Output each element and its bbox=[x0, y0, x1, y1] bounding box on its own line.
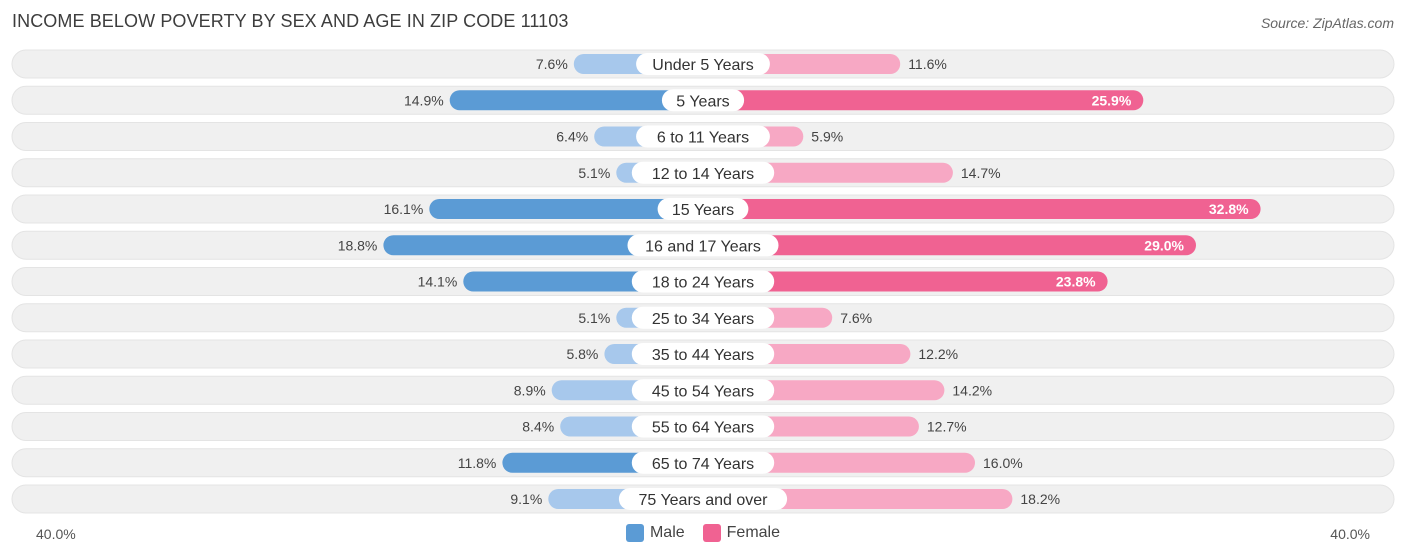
category-label-pill bbox=[631, 306, 775, 329]
category-label-pill bbox=[631, 161, 775, 184]
male-value-label: 18.8% bbox=[338, 237, 378, 253]
female-value-label: 18.2% bbox=[1020, 491, 1060, 507]
female-value-label: 14.2% bbox=[952, 382, 992, 398]
legend-item-female[interactable]: Female bbox=[702, 524, 781, 542]
category-label-pill bbox=[631, 343, 775, 365]
female-swatch bbox=[702, 524, 721, 542]
female-bar bbox=[703, 271, 1108, 292]
legend-female-label: Female bbox=[726, 524, 781, 541]
female-value-label: 25.9% bbox=[1092, 92, 1132, 108]
male-value-label: 8.9% bbox=[514, 382, 546, 398]
category-label: 15 Years bbox=[672, 202, 734, 219]
male-value-label: 14.9% bbox=[404, 92, 444, 108]
category-label: 12 to 14 Years bbox=[652, 166, 754, 183]
male-value-label: 16.1% bbox=[384, 201, 424, 217]
female-value-label: 5.9% bbox=[811, 129, 843, 145]
category-label: 45 to 54 Years bbox=[652, 383, 754, 400]
female-value-label: 23.8% bbox=[1056, 274, 1096, 290]
male-value-label: 8.4% bbox=[522, 419, 554, 435]
female-bar bbox=[703, 235, 1196, 256]
axis-right-label: 40.0% bbox=[1330, 526, 1370, 542]
category-label: 55 to 64 Years bbox=[652, 420, 754, 437]
category-label: Under 5 Years bbox=[652, 57, 753, 74]
category-label: 75 Years and over bbox=[639, 492, 769, 509]
category-label: 5 Years bbox=[676, 93, 729, 110]
male-value-label: 11.8% bbox=[458, 455, 497, 471]
legend: Male Female bbox=[0, 524, 1406, 542]
category-label-pill bbox=[631, 270, 775, 293]
male-value-label: 14.1% bbox=[418, 274, 458, 290]
category-label-pill bbox=[631, 415, 775, 438]
legend-item-male[interactable]: Male bbox=[625, 524, 685, 542]
chart-title: INCOME BELOW POVERTY BY SEX AND AGE IN Z… bbox=[12, 11, 569, 31]
male-value-label: 7.6% bbox=[536, 56, 568, 72]
category-label: 16 and 17 Years bbox=[645, 238, 761, 255]
female-bar bbox=[703, 90, 1144, 111]
category-label-pill bbox=[631, 451, 775, 474]
female-value-label: 12.2% bbox=[918, 346, 958, 362]
female-value-label: 29.0% bbox=[1144, 237, 1184, 253]
male-value-label: 5.8% bbox=[566, 346, 598, 362]
source-credit: Source: ZipAtlas.com bbox=[1260, 15, 1394, 31]
category-label: 65 to 74 Years bbox=[652, 456, 754, 473]
diverging-bar-chart: 7.6% 11.6% Under 5 Years 14.9% 25.9% 5 Years 6… bbox=[11, 49, 1395, 514]
female-bar bbox=[703, 199, 1261, 219]
female-value-label: 7.6% bbox=[840, 310, 872, 326]
male-value-label: 6.4% bbox=[556, 129, 588, 145]
category-label: 35 to 44 Years bbox=[652, 347, 754, 364]
category-label: 25 to 34 Years bbox=[652, 311, 754, 328]
female-value-label: 16.0% bbox=[983, 455, 1023, 471]
male-value-label: 5.1% bbox=[578, 310, 610, 326]
female-value-label: 12.7% bbox=[927, 419, 967, 435]
female-value-label: 11.6% bbox=[908, 56, 947, 72]
category-label-pill bbox=[627, 234, 779, 257]
category-label-pill bbox=[661, 89, 745, 112]
category-label-pill bbox=[618, 488, 788, 510]
category-label: 18 to 24 Years bbox=[652, 275, 754, 292]
legend-male-label: Male bbox=[649, 524, 685, 541]
category-label-pill bbox=[636, 53, 770, 75]
male-bar bbox=[383, 235, 703, 256]
category-label-pill bbox=[631, 379, 775, 402]
female-value-label: 14.7% bbox=[961, 165, 1001, 181]
male-value-label: 5.1% bbox=[578, 165, 610, 181]
category-label-pill bbox=[657, 198, 749, 220]
category-label: 6 to 11 Years bbox=[657, 130, 749, 147]
male-swatch bbox=[625, 524, 644, 542]
axis-left-label: 40.0% bbox=[36, 526, 76, 542]
category-label-pill bbox=[636, 125, 770, 148]
male-value-label: 9.1% bbox=[510, 491, 542, 507]
male-bar bbox=[449, 90, 703, 111]
female-value-label: 32.8% bbox=[1209, 201, 1249, 217]
male-bar bbox=[429, 199, 703, 219]
